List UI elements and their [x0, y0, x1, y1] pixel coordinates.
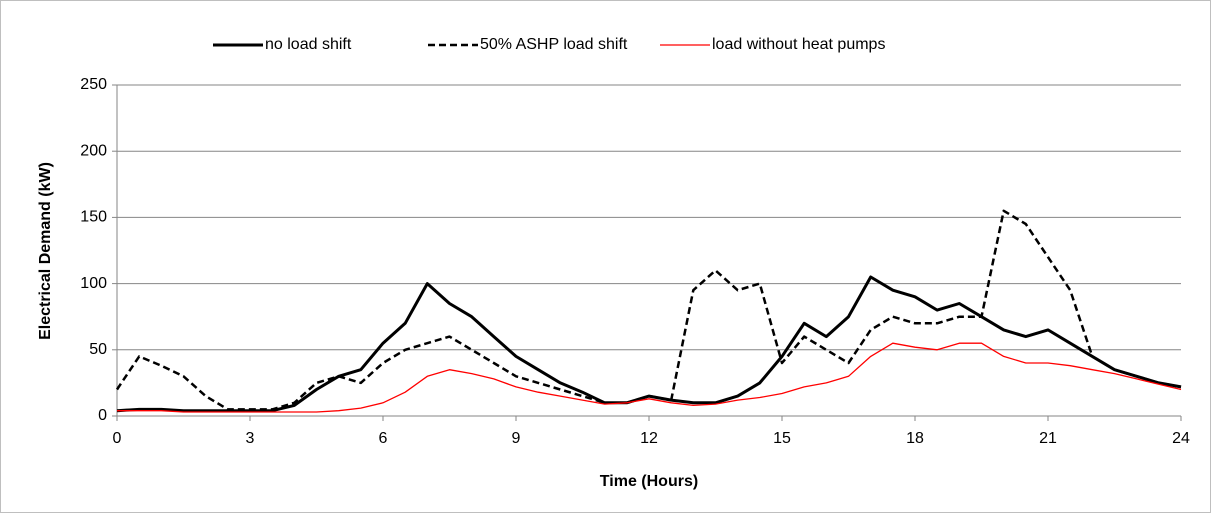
x-axis-label: Time (Hours) — [600, 473, 698, 490]
y-tick-label: 0 — [98, 407, 107, 424]
y-tick-label: 150 — [80, 209, 107, 226]
y-axis-label: Electrical Demand (kW) — [37, 162, 54, 340]
y-tick-label: 200 — [80, 142, 107, 159]
y-tick-label: 50 — [89, 341, 107, 358]
x-tick-label: 9 — [512, 430, 521, 447]
x-tick-label: 15 — [773, 430, 791, 447]
series-line — [116, 275, 1182, 413]
legend-label: 50% ASHP load shift — [480, 36, 628, 53]
y-tick-label: 250 — [80, 76, 107, 93]
series-line — [117, 342, 1182, 413]
legend-label: no load shift — [265, 36, 352, 53]
x-tick-label: 12 — [640, 430, 658, 447]
x-tick-label: 6 — [379, 430, 388, 447]
x-tick-label: 21 — [1039, 430, 1057, 447]
series-line — [115, 209, 1182, 411]
x-tick-label: 0 — [113, 430, 122, 447]
x-tick-label: 24 — [1172, 430, 1190, 447]
x-tick-label: 18 — [906, 430, 924, 447]
x-tick-label: 3 — [246, 430, 255, 447]
y-tick-label: 100 — [80, 275, 107, 292]
legend-label: load without heat pumps — [712, 36, 885, 53]
